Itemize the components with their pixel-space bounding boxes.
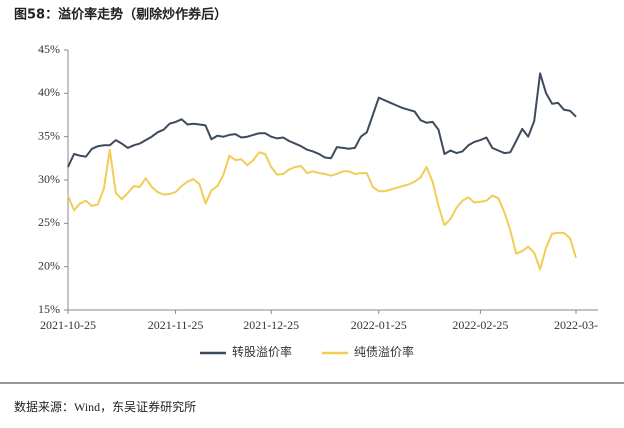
y-tick-label: 20% <box>38 258 60 272</box>
chart-title: 图58：溢价率走势（剔除炒作券后） <box>14 7 227 23</box>
x-tick-label: 2022-02-25 <box>452 318 508 332</box>
line-series <box>67 148 577 271</box>
y-tick-label: 45% <box>38 42 60 56</box>
x-tick-label: 2021-11-25 <box>148 318 204 332</box>
y-tick-label: 25% <box>38 215 60 229</box>
line-series <box>67 72 577 168</box>
x-tick-label: 2022-03- <box>554 318 598 332</box>
legend-label: 转股溢价率 <box>232 344 292 359</box>
y-tick-label: 35% <box>38 128 60 142</box>
x-tick-label: 2021-12-25 <box>243 318 299 332</box>
source: 数据来源：Wind，东吴证券研究所 <box>14 399 196 414</box>
y-tick-label: 15% <box>38 302 60 316</box>
x-tick-label: 2022-01-25 <box>351 318 407 332</box>
x-tick-label: 2021-10-25 <box>40 318 96 332</box>
y-tick-label: 30% <box>38 172 60 186</box>
legend-label: 纯债溢价率 <box>354 344 414 359</box>
y-tick-label: 40% <box>38 85 60 99</box>
